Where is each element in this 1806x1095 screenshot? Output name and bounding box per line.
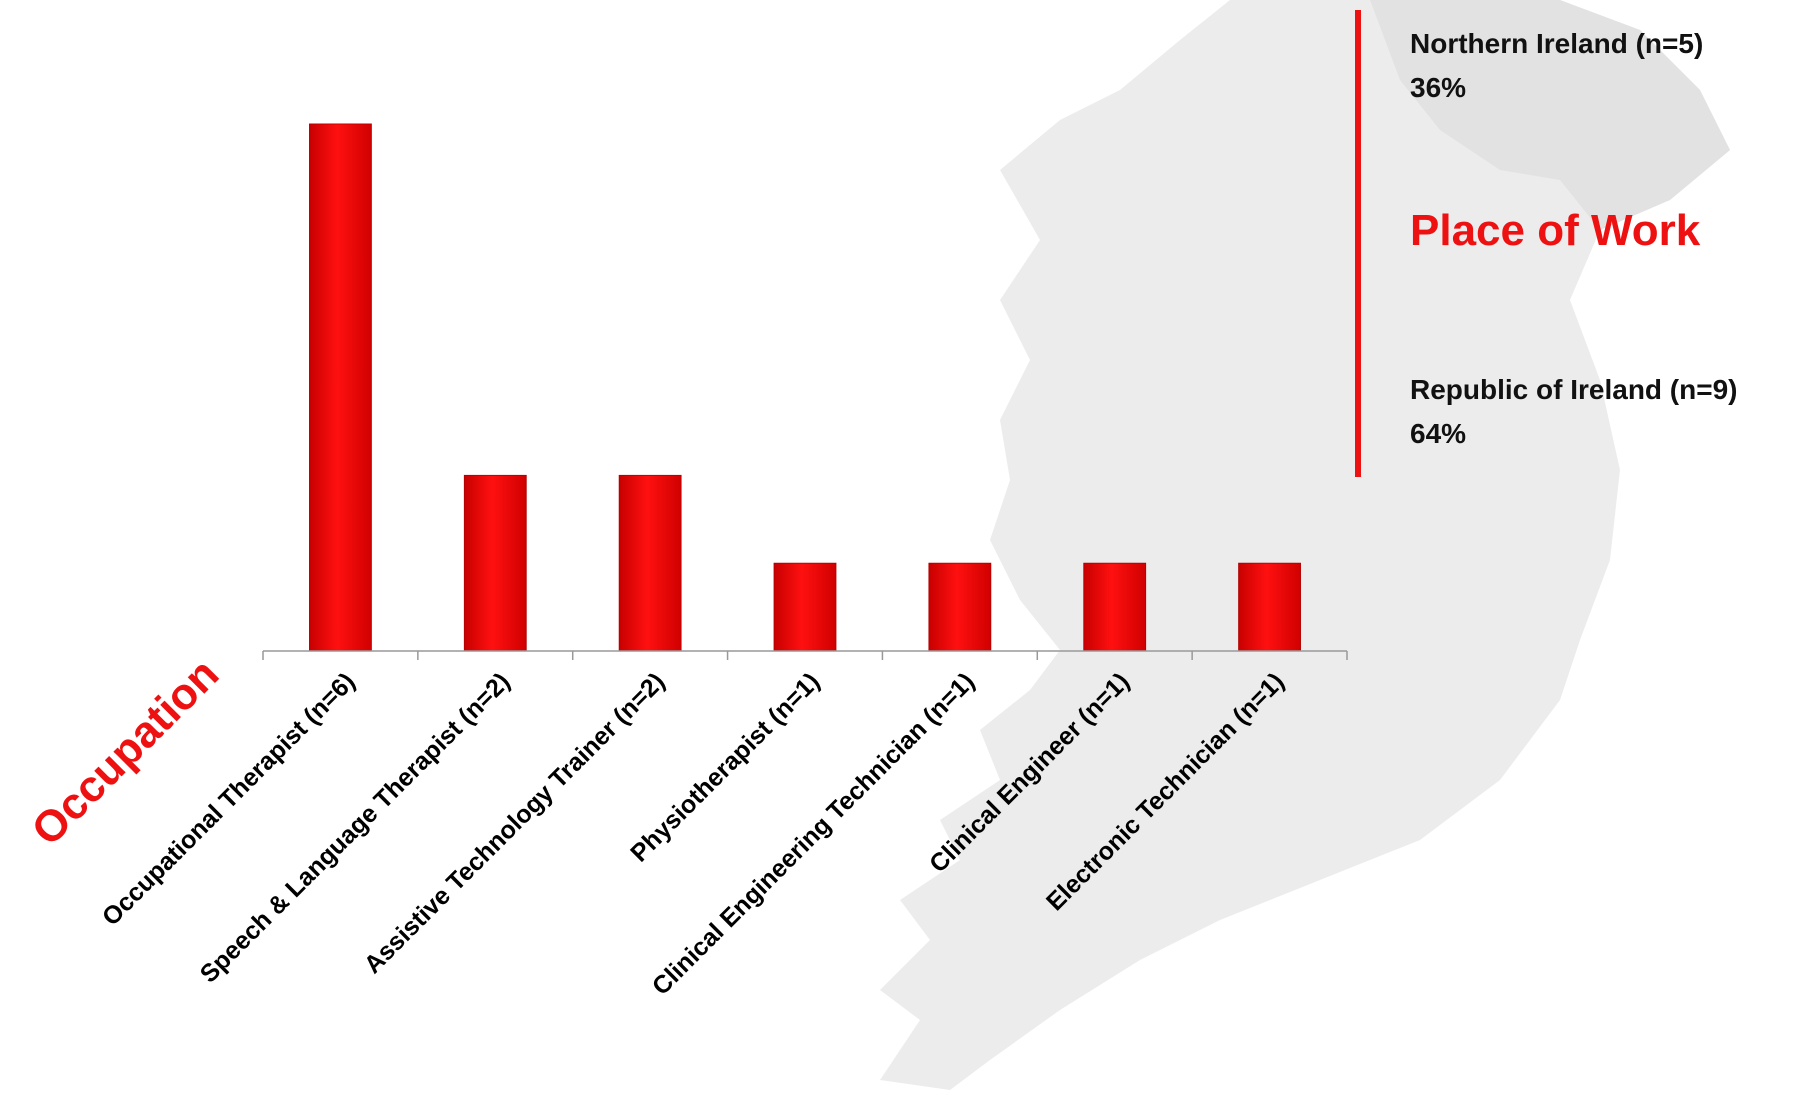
bar-1	[463, 474, 527, 652]
x-tick-label: Speech & Language Therapist (n=2)	[195, 667, 516, 988]
bar-5	[1083, 562, 1147, 652]
x-tick-labels-group: Occupational Therapist (n=6)Speech & Lan…	[97, 667, 1290, 1000]
x-ticks-group	[262, 651, 1348, 660]
northern-ireland-percent: 36%	[1410, 72, 1467, 103]
place-of-work-title: Place of Work	[1410, 206, 1701, 255]
x-tick-label: Clinical Engineering Technician (n=1)	[647, 667, 980, 1000]
bars-group	[309, 123, 1301, 652]
northern-ireland-entry: Northern Ireland (n=5) 36%	[1410, 22, 1703, 110]
ireland-map-shape	[880, 0, 1730, 1090]
place-of-work-divider	[1355, 10, 1361, 477]
bar-3	[773, 562, 837, 652]
bar-4	[928, 562, 992, 652]
republic-of-ireland-entry: Republic of Ireland (n=9) 64%	[1410, 368, 1737, 456]
x-tick-label: Assistive Technology Trainer (n=2)	[359, 667, 671, 979]
bar-2	[618, 474, 682, 652]
republic-of-ireland-label: Republic of Ireland (n=9)	[1410, 374, 1738, 405]
ireland-map-border-shade	[1370, 0, 1730, 230]
bar-0	[309, 123, 372, 652]
bar-6	[1238, 562, 1301, 652]
republic-of-ireland-percent: 64%	[1410, 418, 1467, 449]
northern-ireland-label: Northern Ireland (n=5)	[1410, 28, 1704, 59]
